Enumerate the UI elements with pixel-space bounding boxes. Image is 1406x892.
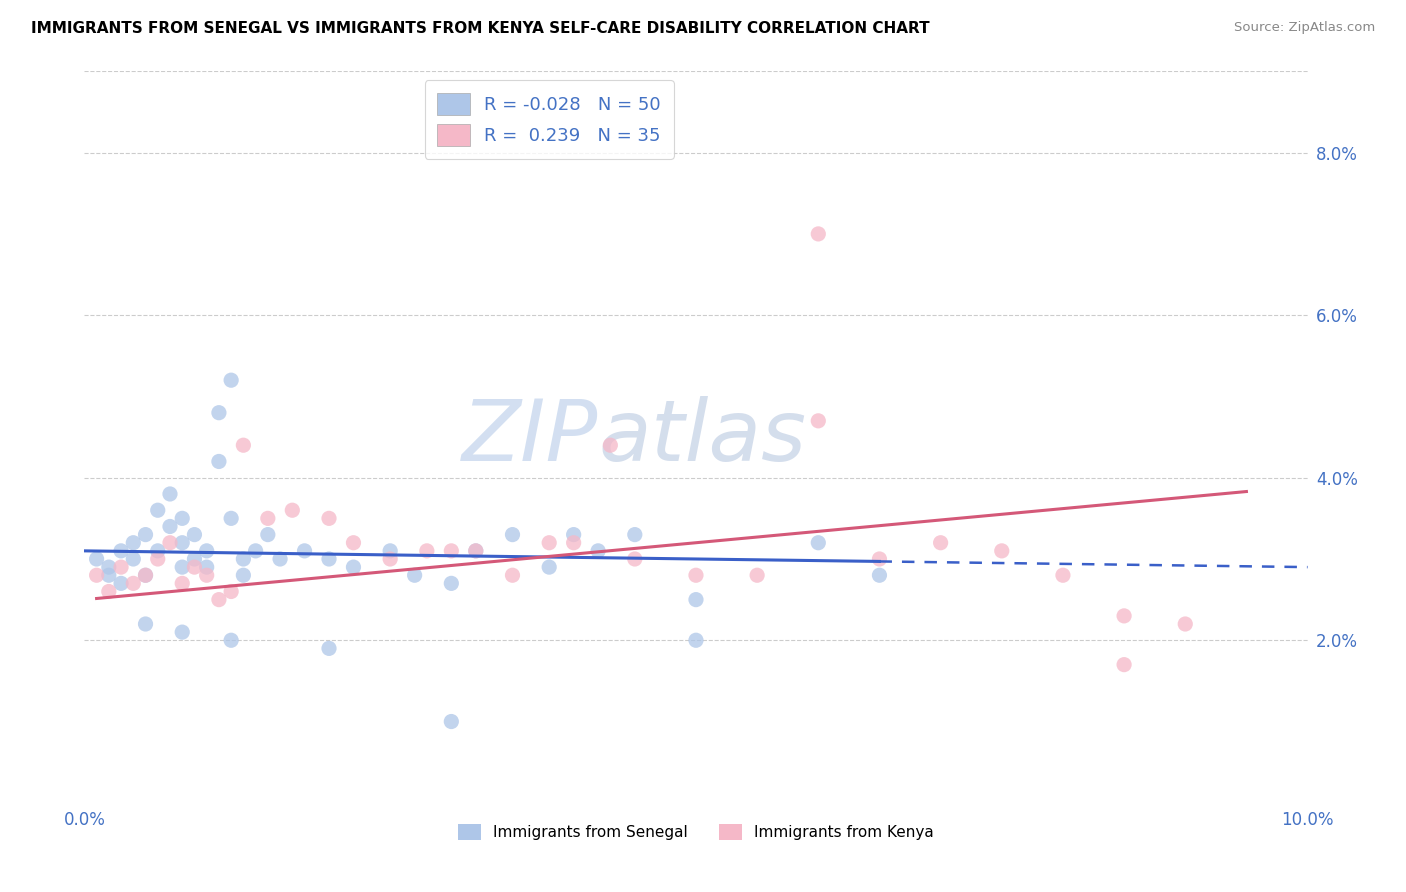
Point xyxy=(869,568,891,582)
Point xyxy=(122,552,145,566)
Point xyxy=(404,568,426,582)
Point xyxy=(159,535,181,549)
Point xyxy=(747,568,769,582)
Point xyxy=(183,552,205,566)
Point xyxy=(685,633,707,648)
Point xyxy=(464,544,486,558)
Point xyxy=(807,414,830,428)
Point xyxy=(991,544,1014,558)
Point xyxy=(219,584,242,599)
Point xyxy=(380,544,402,558)
Point xyxy=(685,568,707,582)
Point xyxy=(869,552,891,566)
Point xyxy=(208,406,231,420)
Point xyxy=(232,552,254,566)
Point xyxy=(232,438,254,452)
Point xyxy=(172,511,194,525)
Point xyxy=(318,511,340,525)
Text: atlas: atlas xyxy=(598,395,806,479)
Point xyxy=(195,560,218,574)
Point xyxy=(195,568,218,582)
Point xyxy=(97,560,120,574)
Point xyxy=(183,560,205,574)
Point xyxy=(232,568,254,582)
Point xyxy=(146,503,169,517)
Point xyxy=(122,535,145,549)
Point xyxy=(135,568,157,582)
Point xyxy=(110,576,132,591)
Text: ZIP: ZIP xyxy=(461,395,598,479)
Point xyxy=(1114,657,1136,672)
Point xyxy=(172,576,194,591)
Point xyxy=(219,511,242,525)
Point xyxy=(318,641,340,656)
Point xyxy=(440,544,463,558)
Point xyxy=(538,560,561,574)
Point xyxy=(135,527,157,541)
Point xyxy=(294,544,316,558)
Point xyxy=(685,592,707,607)
Point xyxy=(269,552,291,566)
Point xyxy=(159,487,181,501)
Point xyxy=(1174,617,1197,632)
Point xyxy=(1052,568,1074,582)
Point xyxy=(538,535,561,549)
Point xyxy=(502,527,524,541)
Point xyxy=(342,560,364,574)
Point xyxy=(440,576,463,591)
Point xyxy=(245,544,267,558)
Point xyxy=(172,535,194,549)
Point xyxy=(183,527,205,541)
Point xyxy=(110,560,132,574)
Point xyxy=(172,625,194,640)
Point xyxy=(86,568,108,582)
Point xyxy=(257,511,280,525)
Point xyxy=(146,552,169,566)
Legend: Immigrants from Senegal, Immigrants from Kenya: Immigrants from Senegal, Immigrants from… xyxy=(453,818,939,847)
Point xyxy=(318,552,340,566)
Point xyxy=(562,527,585,541)
Point xyxy=(502,568,524,582)
Point xyxy=(172,560,194,574)
Point xyxy=(97,584,120,599)
Point xyxy=(122,576,145,591)
Point xyxy=(281,503,304,517)
Text: IMMIGRANTS FROM SENEGAL VS IMMIGRANTS FROM KENYA SELF-CARE DISABILITY CORRELATIO: IMMIGRANTS FROM SENEGAL VS IMMIGRANTS FR… xyxy=(31,21,929,37)
Point xyxy=(159,519,181,533)
Point xyxy=(257,527,280,541)
Point xyxy=(195,544,218,558)
Point xyxy=(219,633,242,648)
Point xyxy=(97,568,120,582)
Point xyxy=(219,373,242,387)
Point xyxy=(624,527,647,541)
Point xyxy=(135,617,157,632)
Point xyxy=(208,454,231,468)
Point xyxy=(146,544,169,558)
Point xyxy=(342,535,364,549)
Point xyxy=(586,544,609,558)
Point xyxy=(599,438,621,452)
Point xyxy=(86,552,108,566)
Point xyxy=(464,544,486,558)
Point xyxy=(208,592,231,607)
Point xyxy=(624,552,647,566)
Text: Source: ZipAtlas.com: Source: ZipAtlas.com xyxy=(1234,21,1375,35)
Point xyxy=(1114,608,1136,623)
Point xyxy=(929,535,952,549)
Point xyxy=(562,535,585,549)
Point xyxy=(807,535,830,549)
Point xyxy=(440,714,463,729)
Point xyxy=(110,544,132,558)
Point xyxy=(380,552,402,566)
Point xyxy=(807,227,830,241)
Point xyxy=(416,544,439,558)
Point xyxy=(135,568,157,582)
